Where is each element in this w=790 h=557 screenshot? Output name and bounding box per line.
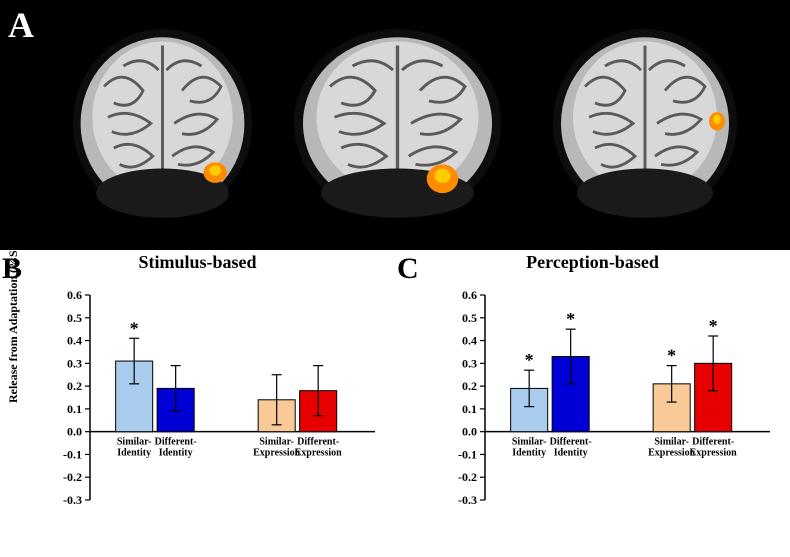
svg-text:Expression: Expression bbox=[648, 448, 695, 459]
svg-text:Expression: Expression bbox=[253, 448, 300, 459]
svg-text:0.5: 0.5 bbox=[462, 311, 477, 325]
panel-c-title: Perception-based bbox=[395, 252, 790, 273]
svg-text:0.3: 0.3 bbox=[462, 356, 477, 370]
svg-text:Similar-: Similar- bbox=[117, 437, 152, 448]
svg-text:-0.1: -0.1 bbox=[458, 447, 477, 461]
svg-text:0.4: 0.4 bbox=[67, 334, 82, 348]
chart-b: -0.3 -0.2 -0.1 0.0 0.1 0.2 0.3 0.4 0.5 0.6 * Simila… bbox=[50, 285, 385, 545]
panel-c: C Perception-based -0.3-0.2-0.10.00.10.2… bbox=[395, 250, 790, 557]
svg-text:0.3: 0.3 bbox=[67, 356, 82, 370]
panel-a: A bbox=[0, 0, 790, 250]
brain-slice-3 bbox=[545, 25, 745, 230]
svg-text:0.6: 0.6 bbox=[462, 288, 477, 302]
svg-text:0.2: 0.2 bbox=[462, 379, 477, 393]
svg-text:0.0: 0.0 bbox=[462, 425, 477, 439]
svg-text:Identity: Identity bbox=[512, 448, 546, 459]
svg-text:*: * bbox=[525, 350, 534, 370]
svg-text:-0.3: -0.3 bbox=[458, 493, 477, 507]
svg-text:Similar-: Similar- bbox=[259, 437, 294, 448]
svg-text:0.4: 0.4 bbox=[462, 334, 477, 348]
svg-text:-0.3: -0.3 bbox=[63, 493, 82, 507]
svg-text:Identity: Identity bbox=[554, 448, 588, 459]
svg-text:Similar-: Similar- bbox=[512, 437, 547, 448]
svg-text:Different-: Different- bbox=[155, 437, 197, 448]
brain-slice-1 bbox=[65, 25, 260, 230]
svg-text:0.6: 0.6 bbox=[67, 288, 82, 302]
svg-text:Different-: Different- bbox=[692, 437, 734, 448]
chart-c: -0.3 -0.2 -0.1 0.0 0.1 0.2 0.3 0.4 0.5 0.6 * Simila… bbox=[445, 285, 780, 545]
svg-text:Similar-: Similar- bbox=[654, 437, 689, 448]
svg-text:Identity: Identity bbox=[117, 448, 151, 459]
panel-a-label: A bbox=[8, 4, 34, 46]
svg-text:Different-: Different- bbox=[297, 437, 339, 448]
svg-text:-0.1: -0.1 bbox=[63, 447, 82, 461]
brain-slice-2 bbox=[285, 25, 510, 230]
svg-text:0.1: 0.1 bbox=[462, 402, 477, 416]
svg-text:-0.2: -0.2 bbox=[63, 470, 82, 484]
svg-text:0.2: 0.2 bbox=[67, 379, 82, 393]
panel-b-ylabel: Release from Adaptation (%SC/ 6 sec) bbox=[6, 200, 21, 410]
svg-text:Expression: Expression bbox=[295, 448, 342, 459]
svg-text:Different-: Different- bbox=[550, 437, 592, 448]
svg-text:*: * bbox=[709, 316, 718, 336]
svg-text:0.0: 0.0 bbox=[67, 425, 82, 439]
panel-b-title: Stimulus-based bbox=[0, 252, 395, 273]
panel-b: B Stimulus-based Release from Adaptation… bbox=[0, 250, 395, 557]
svg-text:*: * bbox=[130, 318, 139, 338]
svg-text:*: * bbox=[667, 346, 676, 366]
svg-text:0.5: 0.5 bbox=[67, 311, 82, 325]
svg-text:-0.2: -0.2 bbox=[458, 470, 477, 484]
svg-text:*: * bbox=[566, 309, 575, 329]
svg-text:0.1: 0.1 bbox=[67, 402, 82, 416]
svg-text:Expression: Expression bbox=[690, 448, 737, 459]
lower-panels: B Stimulus-based Release from Adaptation… bbox=[0, 250, 790, 557]
svg-text:Identity: Identity bbox=[159, 448, 193, 459]
